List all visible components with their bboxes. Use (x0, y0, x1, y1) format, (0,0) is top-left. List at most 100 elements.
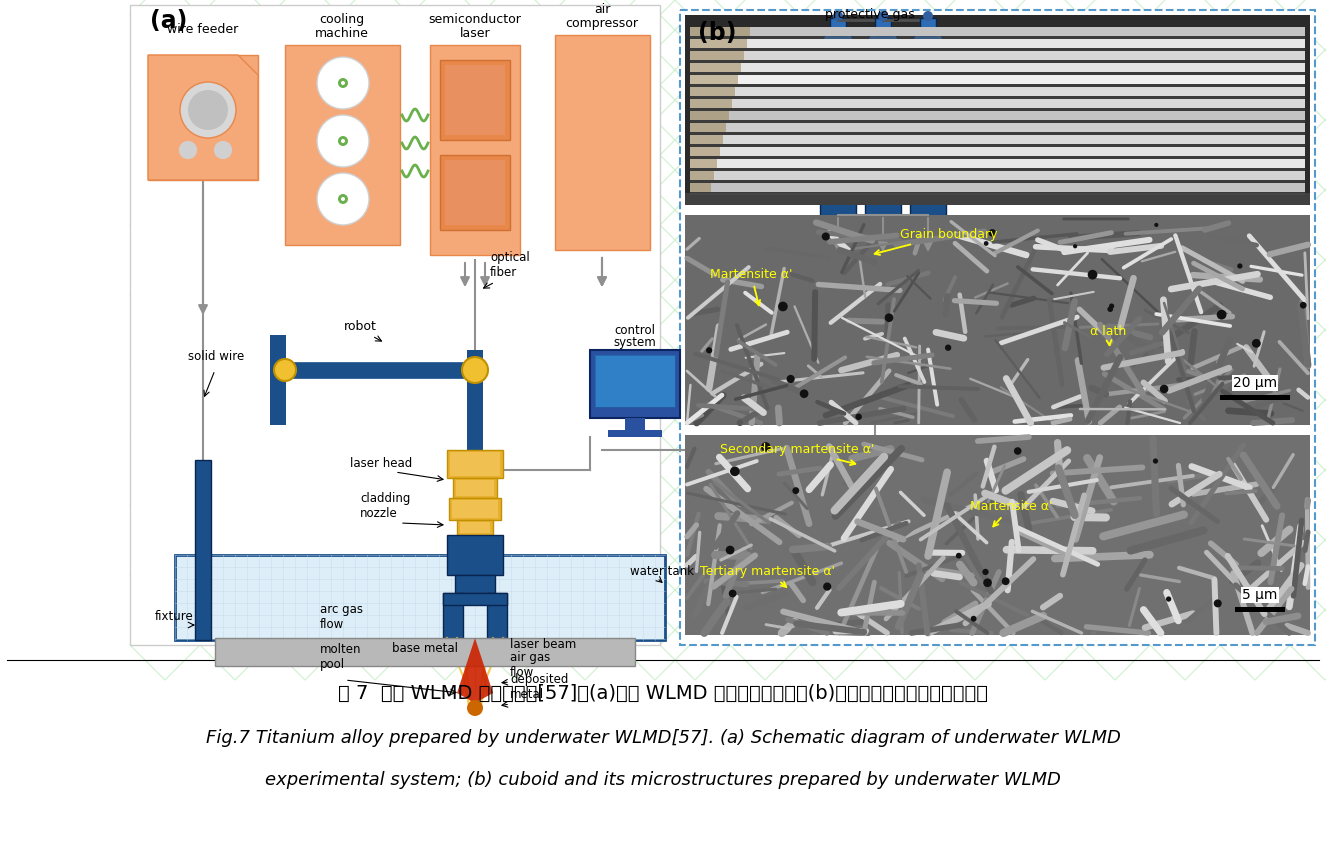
Text: Grain boundary: Grain boundary (875, 228, 997, 255)
Text: semiconductor: semiconductor (428, 13, 521, 26)
Polygon shape (343, 199, 365, 215)
Circle shape (778, 302, 788, 311)
Text: control: control (614, 324, 655, 337)
Circle shape (1213, 600, 1221, 607)
Circle shape (1217, 310, 1227, 319)
Text: base metal: base metal (392, 642, 457, 655)
Bar (690, 51, 1305, 60)
Bar (690, 27, 751, 36)
Text: laser: laser (460, 27, 491, 40)
Bar (690, 183, 711, 192)
Text: cladding
nozzle: cladding nozzle (359, 492, 410, 520)
Circle shape (855, 414, 862, 420)
Text: Fig.7 Titanium alloy prepared by underwater WLMD[57]. (a) Schematic diagram of u: Fig.7 Titanium alloy prepared by underwa… (206, 729, 1120, 747)
Text: molten
pool: molten pool (320, 643, 362, 671)
Bar (690, 75, 1305, 84)
Bar (690, 36, 1305, 39)
Bar (690, 132, 1305, 135)
Bar (271, 335, 286, 425)
Bar (690, 39, 1305, 48)
Polygon shape (457, 638, 493, 703)
Bar (455, 575, 495, 593)
Bar (430, 45, 520, 255)
Bar (443, 593, 507, 605)
Circle shape (341, 197, 345, 201)
Circle shape (923, 11, 934, 21)
Circle shape (1299, 302, 1306, 309)
Bar (446, 65, 505, 135)
Bar (556, 35, 650, 250)
Bar (453, 478, 497, 498)
Circle shape (884, 313, 894, 322)
Circle shape (180, 82, 236, 138)
Bar (690, 48, 1305, 51)
Bar (690, 120, 1305, 123)
Circle shape (1154, 223, 1159, 227)
Bar (460, 522, 491, 533)
Bar (686, 435, 1310, 635)
Bar (467, 350, 483, 450)
Text: optical
fiber: optical fiber (491, 251, 530, 279)
Circle shape (761, 442, 770, 451)
Bar (690, 63, 1305, 72)
Polygon shape (321, 83, 343, 100)
Bar (285, 45, 400, 245)
Bar (1220, 395, 1290, 400)
Circle shape (338, 78, 347, 88)
Text: 5 μm: 5 μm (1242, 588, 1278, 602)
Circle shape (467, 700, 483, 716)
Circle shape (338, 194, 347, 204)
Polygon shape (149, 55, 259, 180)
Bar (487, 593, 507, 638)
Bar (1235, 607, 1285, 612)
Polygon shape (343, 83, 365, 100)
Text: (a): (a) (150, 9, 187, 33)
Circle shape (1107, 306, 1113, 312)
Bar (819, 45, 857, 220)
Circle shape (274, 359, 296, 381)
Bar (686, 15, 1310, 205)
Text: compressor: compressor (565, 17, 639, 30)
Circle shape (1166, 596, 1171, 601)
Text: wire feeder: wire feeder (167, 23, 239, 36)
Bar (457, 520, 493, 535)
Circle shape (179, 141, 198, 159)
Polygon shape (819, 35, 857, 45)
Bar (625, 418, 644, 430)
Bar (690, 108, 1305, 111)
Circle shape (1152, 458, 1158, 463)
Text: protective gas: protective gas (825, 8, 915, 21)
Circle shape (1001, 577, 1009, 585)
Polygon shape (343, 141, 365, 157)
Bar (590, 350, 680, 418)
Circle shape (213, 141, 232, 159)
Bar (690, 159, 717, 168)
Bar (690, 135, 723, 144)
Polygon shape (337, 62, 350, 83)
Circle shape (983, 569, 989, 575)
Bar (690, 168, 1305, 171)
Text: Martensite α': Martensite α' (971, 500, 1053, 527)
Bar (690, 144, 1305, 147)
Text: Tertiary martensite α': Tertiary martensite α' (700, 565, 835, 587)
Bar (447, 535, 503, 575)
Bar (920, 18, 936, 35)
Polygon shape (337, 178, 350, 199)
Bar (443, 593, 463, 638)
Circle shape (1087, 269, 1098, 280)
Circle shape (983, 578, 992, 587)
Bar (450, 498, 501, 520)
Bar (686, 193, 1310, 205)
Circle shape (786, 375, 794, 383)
Circle shape (317, 115, 369, 167)
Circle shape (341, 139, 345, 143)
Bar (690, 180, 1305, 183)
Circle shape (793, 487, 800, 494)
Circle shape (1160, 384, 1168, 393)
Bar (690, 111, 1305, 120)
Bar (690, 123, 727, 132)
Circle shape (823, 583, 831, 590)
Bar (130, 5, 660, 645)
Bar (690, 63, 741, 72)
Circle shape (705, 347, 712, 353)
